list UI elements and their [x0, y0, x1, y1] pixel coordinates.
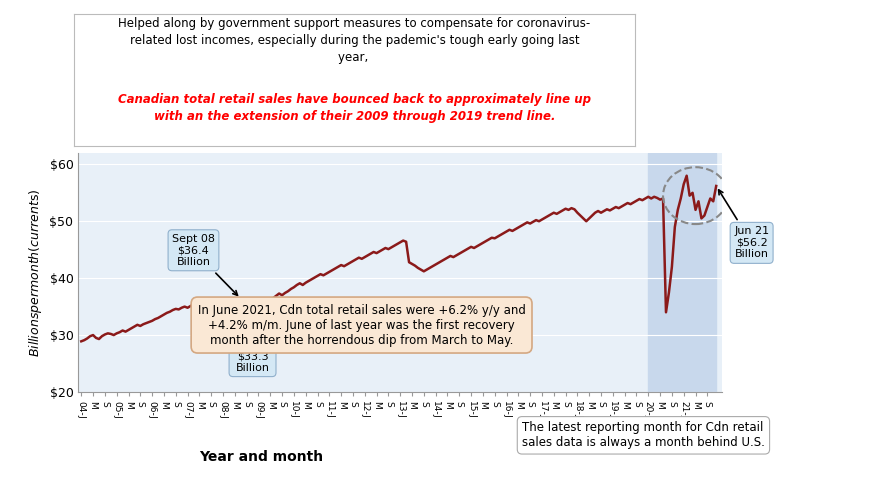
Text: Jun 21
$56.2
Billion: Jun 21 $56.2 Billion [718, 190, 768, 260]
Bar [647, 153, 715, 392]
Text: In June 2021, Cdn total retail sales were +6.2% y/y and
+4.2% m/m. June of last : In June 2021, Cdn total retail sales wer… [197, 304, 525, 347]
Text: Sept 08
$36.4
Billion: Sept 08 $36.4 Billion [172, 234, 237, 295]
Text: Dec 08
$33.3
Billion: Dec 08 $33.3 Billion [233, 321, 272, 373]
Text: Helped along by government support measures to compensate for coronavirus-
relat: Helped along by government support measu… [118, 17, 590, 64]
Text: Canadian total retail sales have bounced back to approximately line up
with an t: Canadian total retail sales have bounced… [118, 93, 590, 123]
Y-axis label: $ Billions per month (current $s): $ Billions per month (current $s) [27, 188, 43, 357]
Text: The latest reporting month for Cdn retail
sales data is always a month behind U.: The latest reporting month for Cdn retai… [521, 421, 764, 449]
Text: Year and month: Year and month [199, 450, 322, 464]
